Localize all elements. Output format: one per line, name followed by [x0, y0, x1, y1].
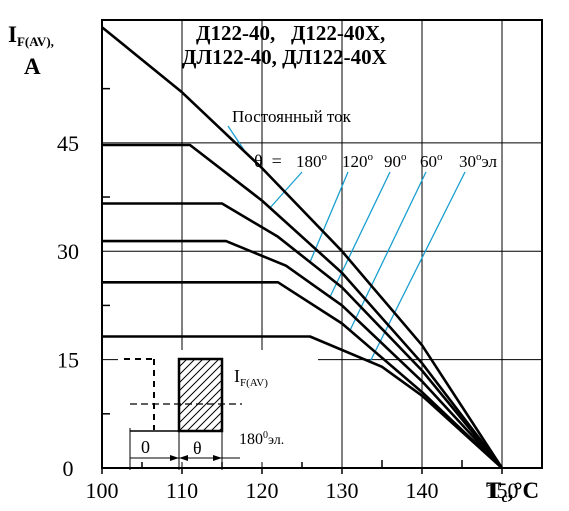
x-tick-label: 120: [246, 478, 279, 503]
label-leader-lines: [227, 125, 466, 363]
inset-period-sup: 0: [263, 430, 268, 441]
inset-pulse: [177, 357, 224, 433]
series-line: [102, 143, 504, 469]
plot-frame: [101, 19, 543, 469]
angle-value: 180: [296, 152, 322, 171]
series-line: [102, 335, 503, 469]
hatch-line: [178, 358, 188, 368]
inset-arrow-theta-left: [179, 455, 188, 461]
x-tick-label: 150: [486, 478, 519, 503]
hatch-line: [178, 358, 204, 384]
y-axis-unit: A: [24, 54, 41, 79]
series-line: [102, 239, 503, 469]
inset-zero-label: 0: [141, 437, 150, 457]
hatch-line: [178, 371, 223, 416]
inset-theta-label: θ: [193, 438, 202, 458]
angle-value: 30: [459, 152, 476, 171]
y-tick-label: 15: [57, 348, 79, 373]
angle-degree: о: [401, 151, 407, 163]
angle-value: 120: [342, 152, 368, 171]
inset-diagram: IF(AV) 0 θ 1800эл.: [118, 350, 318, 470]
angle-value: 60: [420, 152, 437, 171]
x-axis-label-sub: c: [501, 491, 507, 506]
hatch-line: [210, 419, 223, 432]
chart-title-line-2: ДЛ122-40, ДЛ122-40Х: [182, 45, 387, 69]
series-line: [102, 202, 504, 469]
y-axis-label: IF(AV),: [8, 22, 54, 49]
series-group: [101, 26, 504, 469]
hatch-line: [186, 395, 223, 432]
angle-value: 90: [384, 152, 401, 171]
y-tick-labels: 0 15 30 45: [57, 131, 79, 481]
inset-period-value: 180: [239, 431, 263, 448]
y-axis-label-sub: F(AV),: [17, 34, 54, 49]
y-axis-label-main: I: [8, 22, 17, 47]
angle-label: 90о: [384, 151, 407, 171]
inset-current-main: I: [234, 366, 240, 386]
angle-degree: о: [437, 151, 443, 163]
hatch-line: [178, 387, 223, 432]
angle-label: 30оэл: [459, 151, 497, 171]
x-tick-labels: 100 110 120 130 140 150: [86, 478, 519, 503]
leader-line-angle: [369, 171, 466, 363]
dc-label: Постоянный ток: [232, 107, 352, 126]
hatch-line: [178, 358, 212, 392]
x-tick-label: 110: [166, 478, 198, 503]
pulse-hatching: [178, 358, 223, 432]
inset-arrow-zero: [170, 455, 179, 461]
leader-line-angle: [349, 171, 427, 331]
hatch-line: [194, 403, 223, 432]
y-tick-label: 0: [63, 456, 74, 481]
inset-arrow-theta-right: [213, 455, 222, 461]
inset-current-label: IF(AV): [234, 366, 268, 389]
x-tick-label: 140: [406, 478, 439, 503]
hatch-line: [202, 411, 223, 432]
hatch-line: [178, 358, 220, 400]
angle-degree: о: [476, 151, 482, 163]
inset-period-label: 1800эл.: [239, 430, 284, 448]
x-tick-label: 100: [86, 478, 119, 503]
series-line: [102, 281, 503, 469]
angle-label: 60о: [420, 151, 443, 171]
inset-current-sub: F(AV): [240, 377, 268, 389]
y-tick-label: 30: [57, 239, 79, 264]
theta-prefix: θ =: [254, 151, 282, 171]
inset-period-unit: эл.: [268, 433, 284, 448]
chart-title-line-1: Д122-40, Д122-40Х,: [196, 21, 385, 45]
leader-line-angle: [329, 171, 391, 298]
y-tick-label: 45: [57, 131, 79, 156]
series-line: [101, 26, 504, 469]
angle-degree: о: [322, 151, 328, 163]
hatch-line: [178, 363, 223, 408]
angle-unit: эл: [482, 152, 498, 171]
x-axis-label-unit: ,°C: [508, 478, 540, 503]
hatch-line: [178, 358, 196, 376]
x-axis-label: Tc,°C: [486, 478, 539, 506]
angle-label: 180о: [296, 151, 328, 171]
angle-labels: 180о 120о 90о 60о 30оэл: [296, 151, 497, 171]
angle-label: 120о: [342, 151, 374, 171]
angle-degree: о: [368, 151, 374, 163]
leader-line-angle: [309, 171, 349, 263]
x-axis-label-main: T: [486, 478, 501, 503]
x-tick-label: 130: [326, 478, 359, 503]
hatch-line: [178, 379, 223, 424]
leader-line-angle: [269, 171, 303, 209]
